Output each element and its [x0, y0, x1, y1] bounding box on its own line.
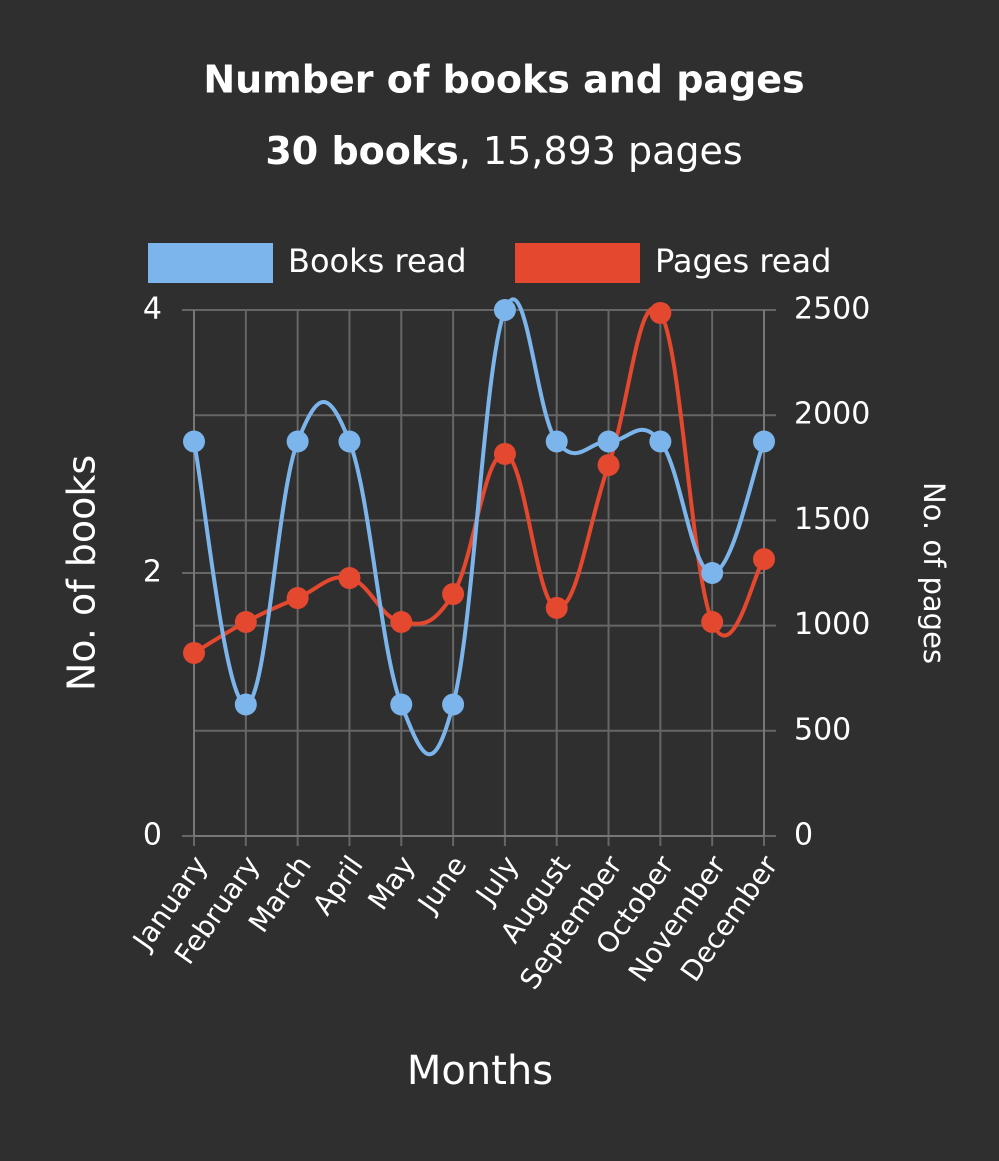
data-point [493, 299, 516, 321]
data-point [183, 430, 205, 453]
y2-tick-label: 500 [794, 712, 851, 747]
data-point [234, 611, 257, 634]
data-point [545, 596, 568, 619]
data-point [442, 583, 465, 606]
y2-tick-label: 0 [794, 818, 813, 853]
data-point [545, 430, 568, 453]
data-point [597, 454, 620, 477]
data-point [338, 567, 361, 590]
y2-tick-label: 1500 [794, 502, 870, 537]
x-axis-title: Months [407, 1048, 553, 1094]
chart-title: Number of books and pages [203, 58, 804, 102]
data-point [753, 430, 775, 453]
y2-tick-label: 1000 [794, 607, 870, 642]
data-point [286, 587, 309, 610]
data-point [753, 548, 775, 571]
y-axis-title: No. of books [60, 455, 104, 691]
legend-label: Pages read [655, 242, 831, 280]
y2-tick-label: 2500 [794, 292, 870, 327]
data-point [390, 611, 413, 634]
data-point [234, 693, 257, 716]
data-point [701, 611, 724, 634]
data-point [649, 301, 672, 324]
series-line [192, 306, 766, 655]
y-tick-label: 0 [143, 818, 162, 853]
data-point [597, 430, 620, 453]
legend-swatch [148, 243, 273, 283]
y2-tick-label: 2000 [794, 397, 870, 432]
subtitle-bold: 30 books [265, 129, 458, 173]
y2-axis-title: No. of pages [917, 482, 951, 664]
data-point [701, 562, 724, 584]
data-point [442, 693, 465, 716]
data-point [338, 430, 361, 453]
y-tick-label: 4 [143, 292, 162, 327]
data-point [286, 430, 309, 453]
legend: Books read Pages read [148, 242, 831, 283]
legend-label: Books read [288, 242, 467, 280]
data-point [493, 442, 516, 465]
data-point [390, 693, 413, 716]
data-point [649, 430, 672, 453]
y-tick-label: 2 [143, 555, 162, 590]
chart-subtitle: 30 books, 15,893 pages [265, 129, 742, 173]
subtitle-rest: , 15,893 pages [459, 129, 743, 173]
data-point [183, 641, 205, 664]
legend-swatch [515, 243, 640, 283]
